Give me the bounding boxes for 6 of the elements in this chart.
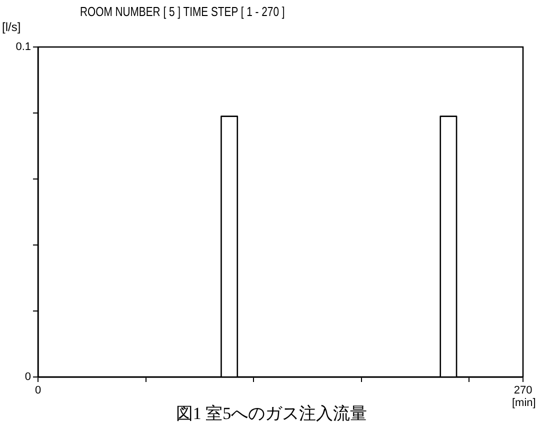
y-axis-title: [l/s] <box>2 20 21 34</box>
x-tick-label: 270 <box>514 384 532 397</box>
y-tick-label: 0.1 <box>16 41 31 54</box>
x-axis-title: [min] <box>512 397 536 409</box>
chart-title: ROOM NUMBER [ 5 ] TIME STEP [ 1 - 270 ] <box>80 4 285 19</box>
caption: 図1 室5へのガス注入流量 <box>176 404 368 423</box>
